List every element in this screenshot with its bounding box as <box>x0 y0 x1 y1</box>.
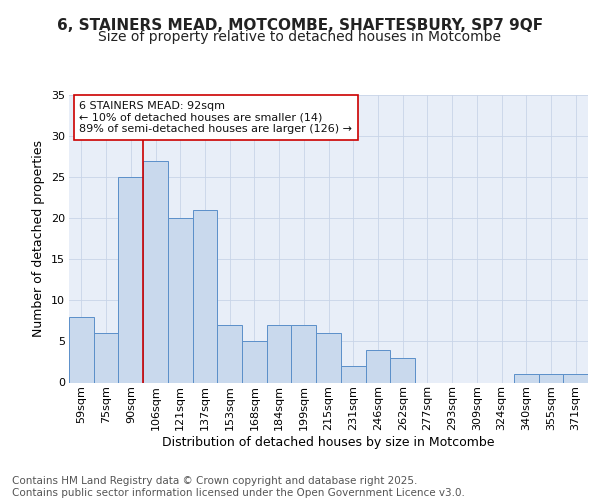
Bar <box>168 218 193 382</box>
Bar <box>94 333 118 382</box>
Bar <box>267 325 292 382</box>
Bar <box>316 333 341 382</box>
Bar <box>514 374 539 382</box>
Bar <box>341 366 365 382</box>
Text: Size of property relative to detached houses in Motcombe: Size of property relative to detached ho… <box>98 30 502 44</box>
Text: 6 STAINERS MEAD: 92sqm
← 10% of detached houses are smaller (14)
89% of semi-det: 6 STAINERS MEAD: 92sqm ← 10% of detached… <box>79 101 352 134</box>
Bar <box>217 325 242 382</box>
Bar <box>143 160 168 382</box>
Text: 6, STAINERS MEAD, MOTCOMBE, SHAFTESBURY, SP7 9QF: 6, STAINERS MEAD, MOTCOMBE, SHAFTESBURY,… <box>57 18 543 32</box>
Bar <box>292 325 316 382</box>
X-axis label: Distribution of detached houses by size in Motcombe: Distribution of detached houses by size … <box>162 436 495 449</box>
Bar <box>563 374 588 382</box>
Bar <box>365 350 390 382</box>
Bar <box>242 342 267 382</box>
Bar <box>193 210 217 382</box>
Y-axis label: Number of detached properties: Number of detached properties <box>32 140 45 337</box>
Bar <box>539 374 563 382</box>
Bar <box>390 358 415 382</box>
Text: Contains HM Land Registry data © Crown copyright and database right 2025.
Contai: Contains HM Land Registry data © Crown c… <box>12 476 465 498</box>
Bar <box>118 177 143 382</box>
Bar <box>69 317 94 382</box>
